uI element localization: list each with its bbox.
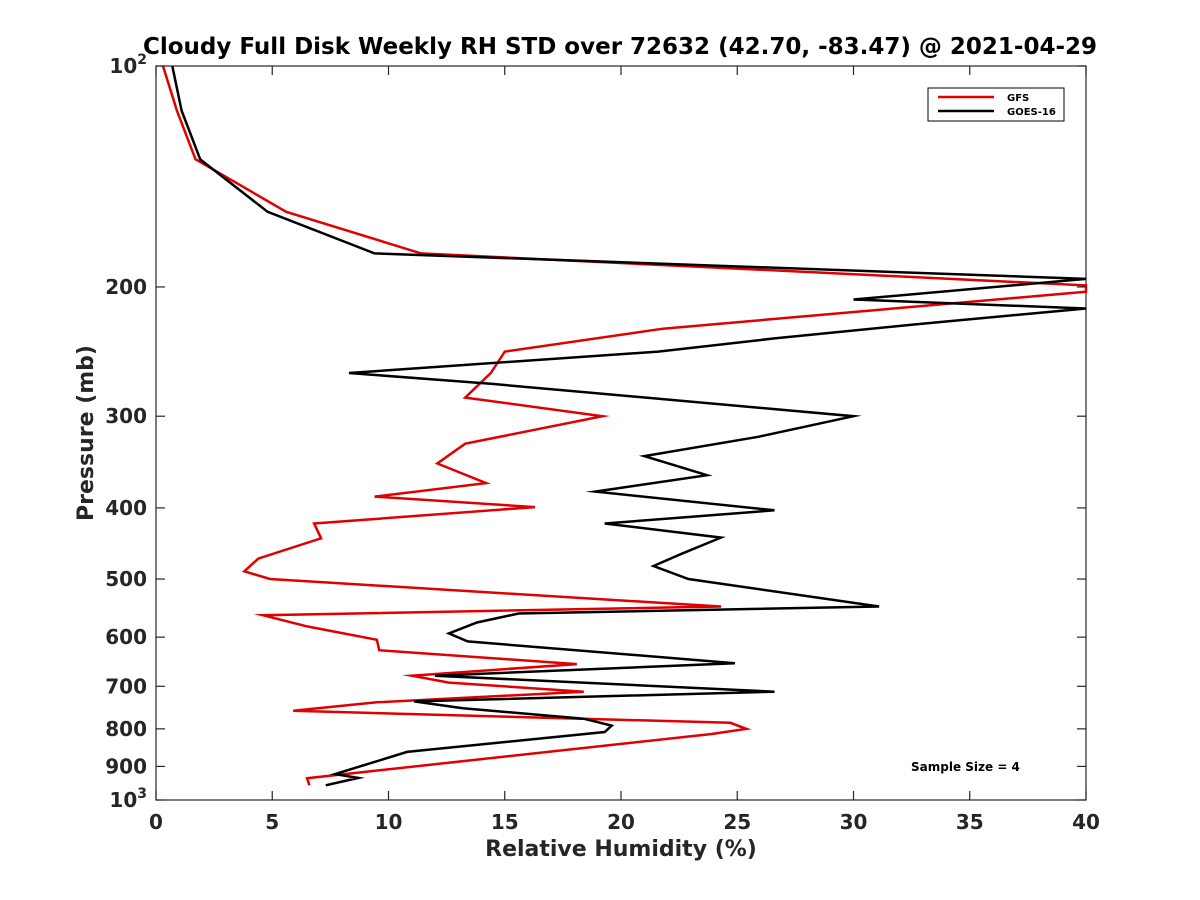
- y-tick-label: 200: [105, 275, 147, 299]
- series-line-gfs: [161, 65, 1088, 786]
- y-axis-title: Pressure (mb): [74, 345, 99, 521]
- sample-size-annotation: Sample Size = 4: [911, 760, 1020, 774]
- x-tick-label: 10: [375, 810, 403, 834]
- y-tick-label: 900: [105, 754, 147, 778]
- x-tick-label: 5: [265, 810, 279, 834]
- series-group: [161, 65, 1088, 787]
- y-tick-label: 800: [105, 717, 147, 741]
- y-tick-label-base: 10: [109, 54, 137, 78]
- y-tick-label: 600: [105, 625, 147, 649]
- x-tick-label: 30: [840, 810, 868, 834]
- y-tick-label: 300: [105, 404, 147, 428]
- plot-frame: [155, 65, 1087, 801]
- plot-area: 0 5 10 15 20 25 30 35 40 10220030040050060070080…: [105, 52, 1100, 834]
- x-tick-label: 40: [1072, 810, 1100, 834]
- y-tick-label: 500: [105, 567, 147, 591]
- x-tick-label: 35: [956, 810, 984, 834]
- y-tick-label: 103: [109, 786, 147, 812]
- x-tick-label: 20: [607, 810, 635, 834]
- legend-box: [927, 87, 1065, 122]
- x-tick-label: 25: [723, 810, 751, 834]
- series-line-goes-16: [171, 65, 1087, 787]
- y-tick-label: 400: [105, 496, 147, 520]
- x-axis: 0 5 10 15 20 25 30 35 40: [149, 66, 1100, 834]
- legend-label-goes16: GOES-16: [1007, 107, 1056, 118]
- legend-label-gfs: GFS: [1007, 93, 1029, 104]
- x-tick-label: 0: [149, 810, 163, 834]
- y-tick-label: 102: [109, 52, 147, 78]
- y-tick-label-exponent: 2: [137, 52, 147, 68]
- y-tick-label-exponent: 3: [137, 786, 147, 802]
- x-tick-label: 15: [491, 810, 519, 834]
- x-axis-title: Relative Humidity (%): [485, 837, 757, 862]
- chart-title: Cloudy Full Disk Weekly RH STD over 7263…: [143, 34, 1097, 60]
- y-tick-label-base: 10: [109, 788, 137, 812]
- legend: GFS GOES-16: [927, 87, 1065, 122]
- y-tick-label: 700: [105, 674, 147, 698]
